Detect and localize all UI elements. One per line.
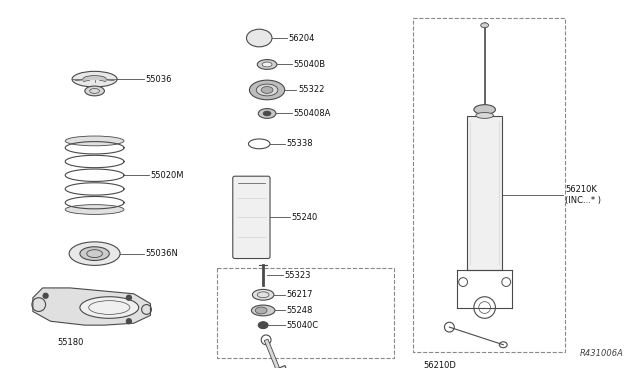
Polygon shape	[467, 116, 502, 270]
Ellipse shape	[261, 87, 273, 93]
Ellipse shape	[263, 111, 271, 116]
Text: 55020M: 55020M	[150, 171, 184, 180]
Polygon shape	[270, 366, 304, 372]
Ellipse shape	[65, 136, 124, 146]
Ellipse shape	[481, 23, 488, 28]
FancyBboxPatch shape	[233, 176, 270, 259]
Ellipse shape	[259, 109, 276, 118]
Text: 55322: 55322	[298, 86, 325, 94]
Ellipse shape	[474, 105, 495, 115]
Ellipse shape	[127, 295, 131, 300]
Ellipse shape	[262, 62, 272, 67]
Text: 55240: 55240	[292, 213, 318, 222]
Ellipse shape	[43, 293, 48, 298]
Text: 55036N: 55036N	[145, 249, 179, 258]
Text: 56204: 56204	[289, 33, 315, 42]
Ellipse shape	[257, 60, 277, 70]
Text: 56210K
(INC...* ): 56210K (INC...* )	[565, 185, 601, 205]
Ellipse shape	[259, 322, 268, 328]
Text: 56210D: 56210D	[423, 361, 456, 370]
Ellipse shape	[256, 84, 278, 96]
Ellipse shape	[252, 289, 274, 300]
Ellipse shape	[255, 307, 267, 314]
Ellipse shape	[80, 297, 139, 318]
Polygon shape	[264, 339, 282, 372]
Text: 55338: 55338	[287, 140, 314, 148]
Ellipse shape	[476, 112, 493, 118]
Text: 56217: 56217	[287, 290, 313, 299]
Ellipse shape	[85, 86, 104, 96]
Text: 55040C: 55040C	[287, 321, 319, 330]
Text: 55036: 55036	[145, 75, 172, 84]
Ellipse shape	[65, 205, 124, 214]
Ellipse shape	[80, 247, 109, 260]
Ellipse shape	[252, 305, 275, 316]
Ellipse shape	[72, 71, 117, 87]
Ellipse shape	[246, 29, 272, 47]
Ellipse shape	[127, 319, 131, 324]
Polygon shape	[83, 76, 106, 79]
Text: 550408A: 550408A	[294, 109, 331, 118]
Text: R431006A: R431006A	[580, 349, 624, 359]
Ellipse shape	[250, 80, 285, 100]
Polygon shape	[33, 288, 150, 325]
Text: 55180: 55180	[57, 338, 83, 347]
Ellipse shape	[69, 242, 120, 265]
Text: 55323: 55323	[285, 271, 311, 280]
Text: 55040B: 55040B	[294, 60, 326, 69]
Text: 55248: 55248	[287, 306, 313, 315]
